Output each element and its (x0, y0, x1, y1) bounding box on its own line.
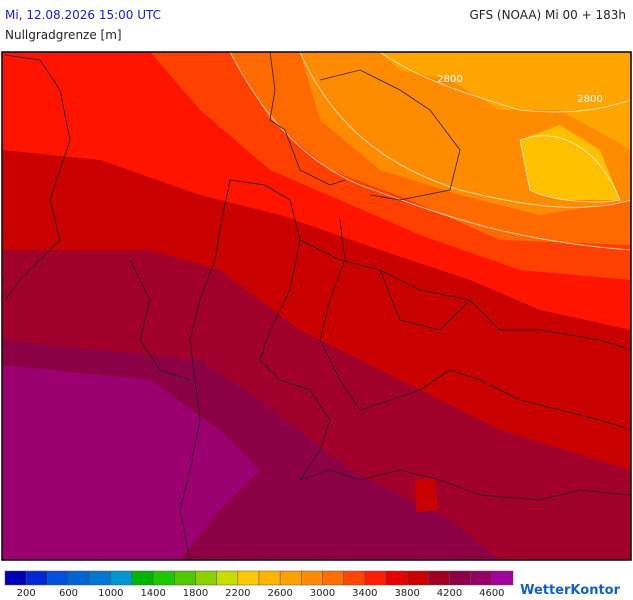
legend-label: 600 (59, 588, 78, 599)
color-swatch (89, 570, 112, 586)
color-swatch (174, 570, 196, 586)
legend-label: 3800 (394, 588, 419, 599)
color-swatch (4, 570, 27, 586)
color-swatch (195, 570, 217, 586)
color-swatch (322, 570, 344, 586)
legend-label: 1800 (183, 588, 208, 599)
color-swatch (385, 570, 408, 586)
legend-label: 2600 (267, 588, 292, 599)
color-swatch (47, 570, 69, 586)
model-run: GFS (NOAA) Mi 00 + 183h (469, 8, 626, 22)
legend-label: 1400 (140, 588, 165, 599)
color-swatch (364, 570, 387, 586)
color-swatch (216, 570, 239, 586)
color-swatch (258, 570, 281, 586)
color-swatch (406, 570, 429, 586)
color-swatch (131, 570, 154, 586)
color-swatch (428, 570, 450, 586)
map (1, 51, 632, 561)
legend-label: 200 (17, 588, 36, 599)
legend-label: 1000 (98, 588, 123, 599)
contour-label: 2800 (437, 74, 462, 85)
color-swatch (25, 570, 48, 586)
contour-label: 2800 (577, 94, 602, 105)
legend-label: 4200 (437, 588, 462, 599)
color-swatch (491, 570, 514, 586)
logo: WetterKontor (520, 583, 621, 598)
color-swatch (279, 570, 302, 586)
color-swatch (470, 570, 493, 586)
legend-label: 3000 (310, 588, 335, 599)
legend-label: 4600 (479, 588, 504, 599)
color-swatch (110, 570, 133, 586)
color-swatch (68, 570, 90, 586)
color-swatch (343, 570, 366, 586)
color-swatch (449, 570, 471, 586)
legend-label: 3400 (352, 588, 377, 599)
color-swatch (301, 570, 323, 586)
color-swatch (152, 570, 175, 586)
datetime: Mi, 12.08.2026 15:00 UTC (5, 8, 161, 22)
color-swatch (237, 570, 260, 586)
legend-label: 2200 (225, 588, 250, 599)
parameter: Nullgradgrenze [m] (5, 28, 122, 42)
